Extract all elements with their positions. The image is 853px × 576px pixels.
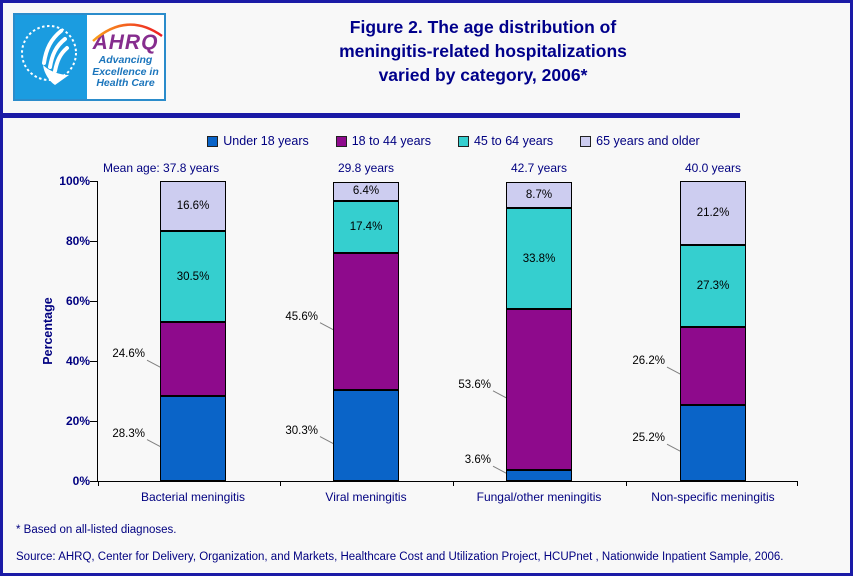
bar-segment: [680, 405, 746, 481]
segment-value-label: 53.6%: [458, 378, 491, 391]
title-line-1: Figure 2. The age distribution of: [349, 17, 617, 37]
footnote: * Based on all-listed diagnoses.: [16, 524, 177, 536]
segment-value-label: 30.3%: [285, 424, 318, 437]
bar-segment: 27.3%: [680, 244, 746, 327]
segment-value-label: 6.4%: [352, 185, 380, 198]
legend-label: Under 18 years: [223, 134, 309, 148]
bar-segment: [160, 396, 226, 481]
mean-age-label: 29.8 years: [337, 161, 395, 175]
segment-value-label: 24.6%: [112, 348, 145, 361]
bar-segment: [680, 326, 746, 406]
y-axis-tick: [90, 181, 98, 182]
bar-segment: 6.4%: [333, 181, 399, 202]
segment-value-label: 26.2%: [632, 355, 665, 368]
x-axis-line: [98, 481, 798, 482]
y-tick-label: 40%: [65, 354, 90, 368]
mean-age-label: 42.7 years: [510, 161, 568, 175]
legend-swatch-under-18: [207, 135, 219, 147]
y-axis-tick: [90, 301, 98, 302]
segment-value-label: 21.2%: [696, 207, 730, 220]
title-line-2: meningitis-related hospitalizations: [339, 41, 627, 61]
y-axis-tick: [90, 421, 98, 422]
x-axis-tick: [797, 481, 798, 486]
tagline-line: Excellence in: [92, 65, 159, 78]
tagline-line: Health Care: [96, 77, 155, 89]
stacked-bar-chart: Percentage 0% 20% 40% 60% 80% 100% 28.3% 24.6% 3…: [3, 3, 850, 573]
hhs-seal-icon: [15, 15, 87, 99]
y-tick-label: 20%: [65, 414, 90, 428]
legend-label: 18 to 44 years: [351, 134, 431, 148]
y-axis-tick: [90, 241, 98, 242]
bar-segment: 30.5%: [160, 230, 226, 323]
hhs-eagle-icon: [21, 25, 77, 85]
bar-segment: 8.7%: [506, 181, 572, 208]
segment-value-label: 3.6%: [464, 454, 491, 467]
legend-item-65-older: 65 years and older: [580, 134, 700, 148]
legend-label: 45 to 64 years: [473, 134, 554, 148]
bar-segment: [333, 390, 399, 481]
ahrq-wordmark: AHRQ: [92, 31, 159, 54]
segment-value-label: 27.3%: [696, 279, 730, 292]
y-tick-label: 0%: [72, 474, 90, 488]
mean-age-label: 40.0 years: [684, 161, 742, 175]
header-divider: [3, 113, 740, 118]
ahrq-swoosh-icon: [92, 23, 163, 42]
y-tick-label: 80%: [65, 234, 90, 248]
chart-legend: Under 18 years 18 to 44 years 45 to 64 y…: [57, 132, 850, 150]
y-tick-label: 100%: [59, 174, 90, 188]
y-axis-tick: [90, 361, 98, 362]
bar-segment: 21.2%: [680, 181, 746, 245]
legend-item-45-to-64: 45 to 64 years: [457, 134, 554, 148]
segment-value-label: 30.5%: [176, 270, 210, 283]
category-label: Bacterial meningitis: [140, 490, 246, 504]
x-axis-tick: [98, 481, 99, 486]
segment-value-label: 28.3%: [112, 427, 145, 440]
bar-segment: [506, 309, 572, 471]
source-note: Source: AHRQ, Center for Delivery, Organ…: [16, 551, 784, 563]
bar-segment: [333, 253, 399, 391]
legend-item-18-to-44: 18 to 44 years: [335, 134, 431, 148]
segment-value-label: 17.4%: [349, 221, 383, 234]
category-label: Fungal/other meningitis: [476, 490, 602, 504]
category-label: Non-specific meningitis: [651, 490, 775, 504]
y-axis-line: [97, 181, 98, 482]
bar-segment: [506, 470, 572, 481]
category-label: Viral meningitis: [325, 490, 407, 504]
segment-value-label: 25.2%: [632, 432, 665, 445]
ahrq-logo-text-panel: AHRQ Advancing Excellence in Health Care: [87, 15, 164, 99]
legend-item-under-18: Under 18 years: [207, 134, 309, 148]
legend-label: 65 years and older: [596, 134, 700, 148]
figure-title: Figure 2. The age distribution of mening…: [173, 15, 793, 87]
x-axis-tick: [453, 481, 454, 486]
y-axis-tick: [90, 481, 98, 482]
bar-segment: 17.4%: [333, 201, 399, 254]
bar-segment: 33.8%: [506, 208, 572, 310]
legend-swatch-65-older: [580, 135, 592, 147]
segment-value-label: 16.6%: [176, 199, 210, 212]
ahrq-logo: AHRQ Advancing Excellence in Health Care: [13, 13, 166, 101]
legend-swatch-18-to-44: [335, 135, 347, 147]
tagline-line: Advancing: [98, 54, 153, 66]
bar-segment: [160, 322, 226, 397]
x-axis-tick: [626, 481, 627, 486]
title-line-3: varied by category, 2006*: [378, 65, 588, 85]
ahrq-tagline: Advancing Excellence in Health Care: [92, 54, 159, 90]
y-axis-title: Percentage: [41, 297, 55, 365]
bar-segment: 16.6%: [160, 181, 226, 231]
y-tick-label: 60%: [65, 294, 90, 308]
x-axis-tick: [280, 481, 281, 486]
segment-value-label: 8.7%: [525, 188, 553, 201]
segment-value-label: 33.8%: [522, 252, 556, 265]
mean-age-label: Mean age: 37.8 years: [103, 161, 220, 175]
legend-swatch-45-to-64: [457, 135, 469, 147]
segment-value-label: 45.6%: [285, 310, 318, 323]
